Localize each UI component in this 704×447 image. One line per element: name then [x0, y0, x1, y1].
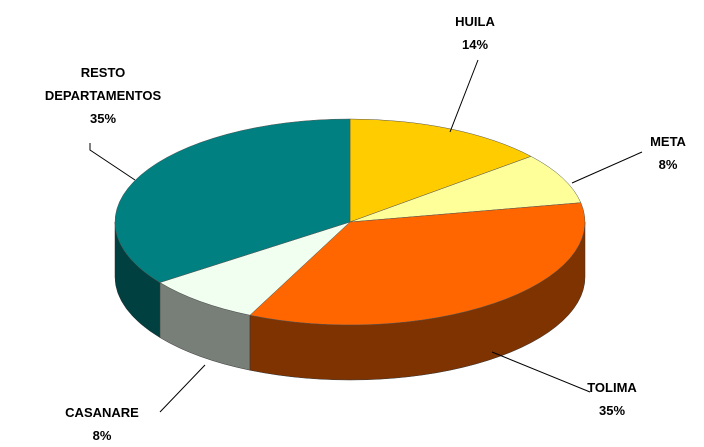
leader-line — [491, 351, 591, 393]
value-label: 35% — [598, 403, 626, 418]
category-label: HUILA — [455, 14, 495, 29]
slice — [349, 118, 532, 223]
leader-line — [89, 143, 136, 181]
category-label: TOLIMA — [587, 380, 637, 395]
value-label: 8% — [92, 428, 112, 443]
value-label: 35% — [89, 111, 117, 126]
value-label: 8% — [658, 157, 678, 172]
category-label: RESTO DEPARTAMENTOS — [44, 65, 162, 103]
slice — [249, 202, 586, 326]
value-label: 14% — [461, 37, 489, 52]
slice — [114, 118, 351, 283]
leader-line — [159, 364, 206, 413]
leader-line — [449, 59, 479, 133]
category-label: META — [650, 134, 686, 149]
leader-line — [571, 151, 643, 184]
slice — [159, 221, 351, 316]
category-label: CASANARE — [65, 405, 139, 420]
slice — [349, 156, 582, 223]
